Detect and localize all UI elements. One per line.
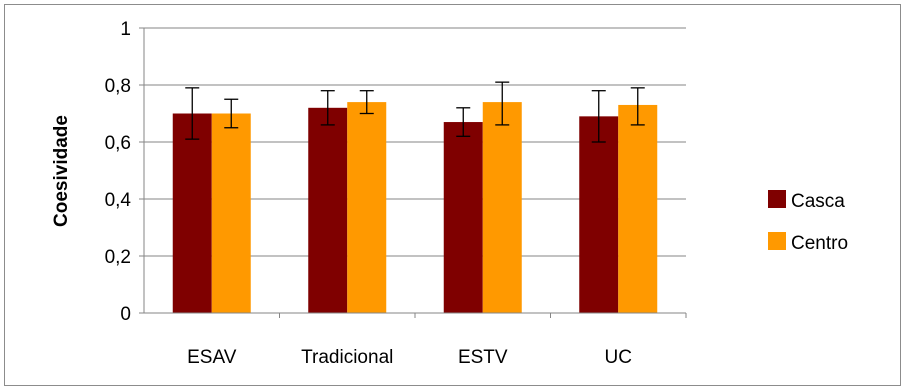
legend-label-centro: Centro xyxy=(791,233,848,254)
bar-casca xyxy=(308,107,348,313)
x-tick-label: Tradicional xyxy=(301,347,393,368)
y-tick-label: 0,8 xyxy=(105,76,131,97)
bar-centro xyxy=(347,102,387,313)
bar-casca xyxy=(443,122,483,313)
y-tick-label: 0,2 xyxy=(105,247,131,268)
legend-swatch-centro xyxy=(768,232,786,250)
bar-casca xyxy=(579,116,619,313)
axes xyxy=(139,27,687,318)
tick-labels: 0 0,2 0,4 0,6 0,8 1 ESAV Tradicional ESTV UC xyxy=(105,19,632,368)
y-tick-label: 0,4 xyxy=(105,190,132,211)
y-tick-label: 0 xyxy=(120,304,131,325)
x-tick-label: UC xyxy=(605,347,632,368)
legend-label-casca: Casca xyxy=(791,191,845,212)
y-axis-title: Coesividade xyxy=(51,115,72,227)
bar-centro xyxy=(618,104,658,313)
bar-centro xyxy=(211,113,251,313)
y-tick-label: 1 xyxy=(120,19,131,40)
legend: Casca Centro xyxy=(768,190,848,254)
legend-swatch-casca xyxy=(768,190,786,208)
bar-casca xyxy=(172,113,212,313)
bars xyxy=(172,81,658,313)
x-tick-label: ESTV xyxy=(458,347,508,368)
bar-centro xyxy=(482,102,522,313)
x-tick-label: ESAV xyxy=(187,347,237,368)
y-tick-label: 0,6 xyxy=(105,133,131,154)
